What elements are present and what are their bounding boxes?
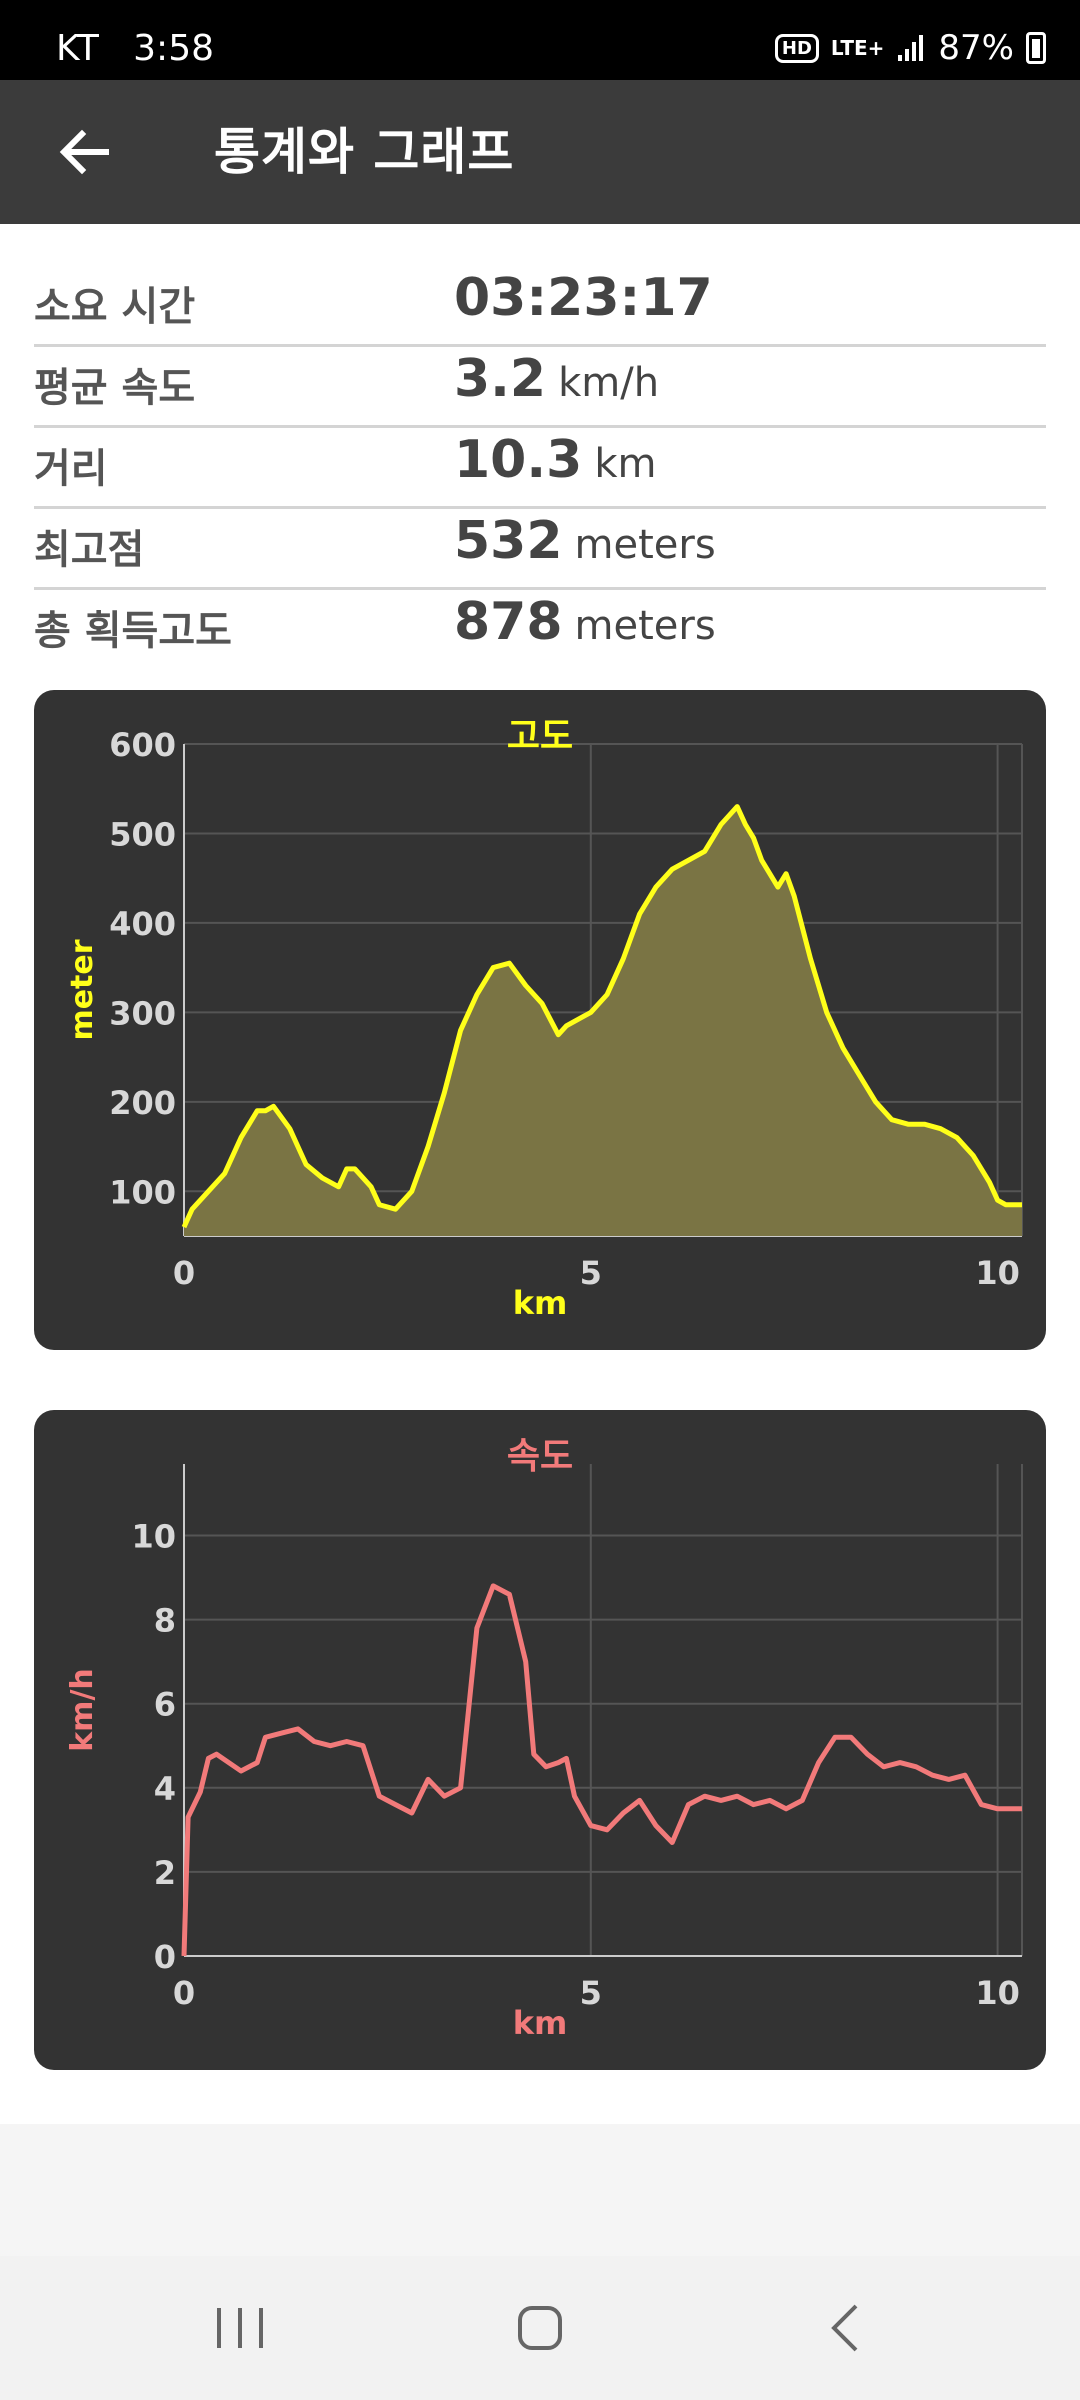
back-nav-icon[interactable] [764, 2256, 924, 2400]
clock: 3:58 [133, 28, 214, 69]
status-bar: KT 3:58 HD LTE+ 87% [0, 0, 1080, 80]
y-tick-label: 500 [109, 815, 176, 853]
stat-number: 532 [454, 511, 563, 571]
x-tick-label: 5 [580, 1974, 602, 2012]
stat-label: 소요 시간 [34, 284, 196, 330]
x-axis-label: km [513, 1284, 568, 1322]
elevation-line [181, 804, 1022, 1229]
back-arrow-icon[interactable] [48, 116, 120, 188]
stat-value: 3.2 km/h [454, 349, 659, 409]
carrier: KT [56, 28, 99, 69]
stat-unit: km [594, 441, 657, 487]
x-tick-label: 0 [173, 1974, 195, 2012]
y-tick-label: 300 [109, 994, 176, 1032]
stat-label: 거리 [34, 446, 108, 492]
status-right: HD LTE+ 87% [774, 0, 1046, 80]
y-tick-label: 6 [154, 1686, 176, 1724]
stat-row-duration: 소요 시간 03:23:17 [34, 266, 1046, 347]
stat-value: 878 meters [454, 592, 716, 652]
y-axis-label: meter [65, 939, 100, 1040]
y-tick-label: 0 [154, 1938, 176, 1976]
stat-value: 10.3 km [454, 430, 656, 490]
stat-unit: meters [574, 603, 716, 649]
stat-value: 03:23:17 [454, 268, 713, 328]
battery-percent: 87% [938, 28, 1014, 68]
system-nav-bar [0, 2256, 1080, 2400]
lte-icon: LTE+ [830, 36, 885, 60]
status-left: KT 3:58 [56, 0, 214, 80]
stat-number: 10.3 [454, 430, 583, 490]
recent-apps-icon[interactable] [160, 2256, 320, 2400]
hd-voice-icon: HD [774, 33, 819, 63]
y-tick-label: 600 [109, 726, 176, 764]
stat-number: 03:23:17 [454, 268, 713, 328]
x-tick-label: 5 [580, 1254, 602, 1292]
stat-value: 532 meters [454, 511, 716, 571]
battery-icon [1026, 32, 1046, 64]
stat-row-highest-point: 최고점 532 meters [34, 509, 1046, 590]
app-bar: 통계와 그래프 [0, 80, 1080, 224]
speed-chart: 0 2 4 6 8 10 0 5 10 속도 km km/h [34, 1410, 1046, 2070]
y-tick-label: 8 [154, 1602, 176, 1640]
stat-label: 총 획득고도 [34, 608, 232, 654]
y-tick-label: 2 [154, 1854, 176, 1892]
y-tick-label: 4 [154, 1770, 176, 1808]
x-tick-label: 10 [975, 1254, 1020, 1292]
y-axis-label: km/h [65, 1668, 100, 1752]
stat-label: 최고점 [34, 527, 145, 573]
stat-number: 3.2 [454, 349, 547, 409]
y-tick-label: 400 [109, 905, 176, 943]
stat-unit: meters [574, 522, 716, 568]
stats-table: 소요 시간 03:23:17 평균 속도 3.2 km/h 거리 10.3 km 최… [34, 266, 1046, 671]
x-tick-label: 10 [975, 1974, 1020, 2012]
y-tick-label: 100 [109, 1173, 176, 1211]
chart-title: 속도 [507, 1436, 573, 1477]
stat-unit: km/h [558, 360, 660, 406]
speed-line [181, 1583, 1022, 1957]
content: 소요 시간 03:23:17 평균 속도 3.2 km/h 거리 10.3 km 최… [0, 224, 1080, 2124]
signal-icon [898, 35, 924, 61]
x-axis-label: km [513, 2004, 568, 2042]
elevation-area [184, 806, 1022, 1236]
home-icon[interactable] [460, 2256, 620, 2400]
elevation-chart-svg: 100 200 300 400 500 600 0 5 10 고도 km meter [65, 716, 1023, 1322]
elevation-chart: 100 200 300 400 500 600 0 5 10 고도 km meter [34, 690, 1046, 1350]
x-tick-label: 0 [173, 1254, 195, 1292]
page-title: 통계와 그래프 [214, 123, 515, 181]
stat-label: 평균 속도 [34, 365, 196, 411]
y-tick-label: 200 [109, 1084, 176, 1122]
stat-number: 878 [454, 592, 563, 652]
stat-row-elevation-gain: 총 획득고도 878 meters [34, 590, 1046, 671]
speed-chart-svg: 0 2 4 6 8 10 0 5 10 속도 km km/h [65, 1436, 1023, 2042]
y-tick-label: 10 [131, 1517, 176, 1555]
stat-row-distance: 거리 10.3 km [34, 428, 1046, 509]
stat-row-avg-speed: 평균 속도 3.2 km/h [34, 347, 1046, 428]
chart-title: 고도 [507, 716, 573, 757]
